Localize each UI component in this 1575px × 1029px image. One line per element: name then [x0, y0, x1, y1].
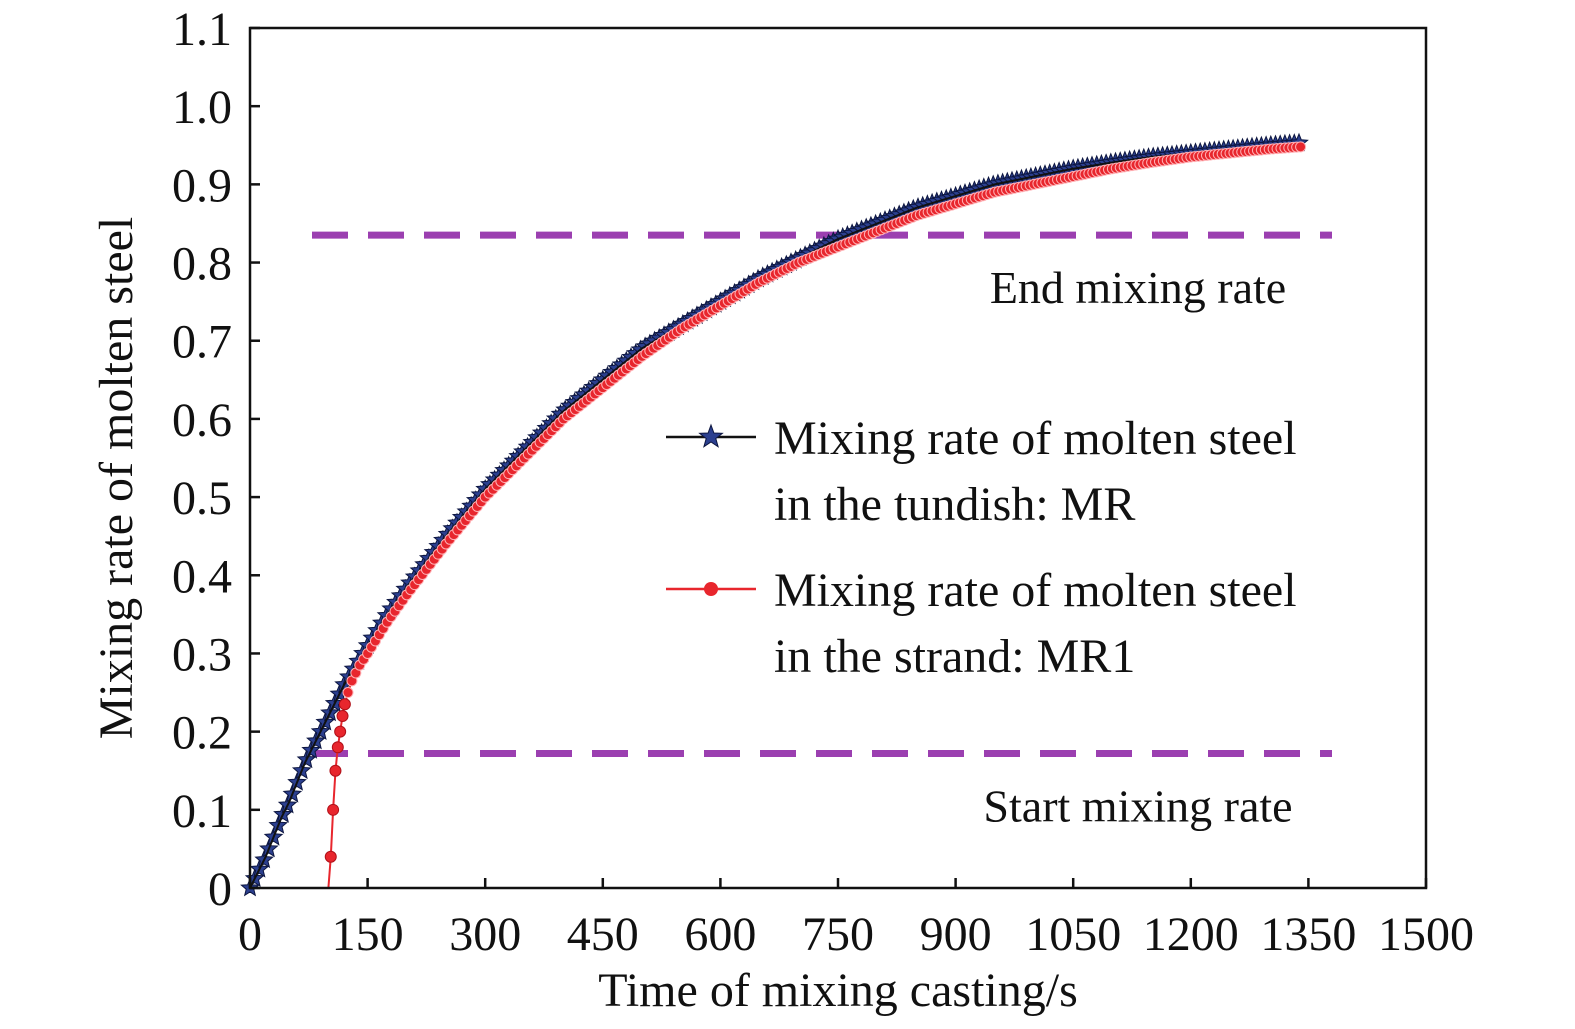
- y-tick-label: 0: [208, 863, 232, 916]
- mr1-circle-marker: [338, 698, 351, 711]
- x-tick-label: 750: [802, 908, 874, 961]
- mr1-circle-marker: [329, 764, 342, 777]
- mr-line: [249, 141, 1301, 889]
- x-axis-title: Time of mixing casting/s: [598, 964, 1078, 1017]
- y-tick-label: 0.7: [172, 316, 232, 369]
- x-tick-label: 0: [238, 908, 262, 961]
- legend-label: in the strand: MR1: [774, 630, 1135, 683]
- x-tick-label: 1050: [1025, 908, 1121, 961]
- y-tick-label: 0.5: [172, 472, 232, 525]
- legend-circle-marker: [704, 582, 718, 596]
- reference-lines: End mixing rate Start mixing rate: [312, 231, 1332, 832]
- x-tick-label: 450: [567, 908, 639, 961]
- x-tick-label: 300: [449, 908, 521, 961]
- y-tick-label: 0.3: [172, 628, 232, 681]
- legend: Mixing rate of molten steel in the tundis…: [666, 412, 1297, 683]
- reference-line-label: Start mixing rate: [983, 781, 1292, 832]
- mr1-circle-marker: [1295, 141, 1307, 153]
- reference-line-label: End mixing rate: [990, 262, 1286, 313]
- legend-entry: Mixing rate of molten steel in the strand…: [666, 564, 1297, 683]
- mr1-circle-marker: [334, 725, 347, 738]
- x-tick-label: 900: [920, 908, 992, 961]
- x-tick-label: 1350: [1260, 908, 1356, 961]
- mr1-circle-marker: [324, 850, 337, 863]
- series-strand-MR1: [250, 141, 1307, 889]
- legend-label: in the tundish: MR: [774, 478, 1135, 531]
- legend-label: Mixing rate of molten steel: [774, 412, 1297, 465]
- legend-label: Mixing rate of molten steel: [774, 564, 1297, 617]
- y-tick-label: 0.9: [172, 159, 232, 212]
- mr1-circle-marker: [342, 687, 354, 699]
- legend-entry: Mixing rate of molten steel in the tundis…: [666, 412, 1297, 531]
- y-tick-label: 0.2: [172, 707, 232, 760]
- x-tick-label: 1200: [1143, 908, 1239, 961]
- y-axis-title: Mixing rate of molten steel: [90, 217, 143, 740]
- axis-ticks: 0 150 300 450 600 750 900 1050 1200 1350 1500 0 0.1 0…: [172, 3, 1474, 961]
- y-tick-label: 1.0: [172, 81, 232, 134]
- series-layer: [240, 132, 1309, 897]
- mr1-circle-marker: [327, 803, 340, 816]
- x-tick-label: 1500: [1378, 908, 1474, 961]
- y-tick-label: 0.1: [172, 785, 232, 838]
- x-tick-label: 150: [332, 908, 404, 961]
- y-tick-label: 0.8: [172, 238, 232, 291]
- y-tick-label: 0.6: [172, 394, 232, 447]
- mr1-circle-marker: [331, 741, 344, 754]
- y-tick-label: 1.1: [172, 3, 232, 56]
- mr1-circle-marker: [336, 710, 349, 722]
- x-tick-label: 600: [684, 908, 756, 961]
- legend-star-marker: [698, 423, 724, 448]
- y-tick-label: 0.4: [172, 550, 232, 603]
